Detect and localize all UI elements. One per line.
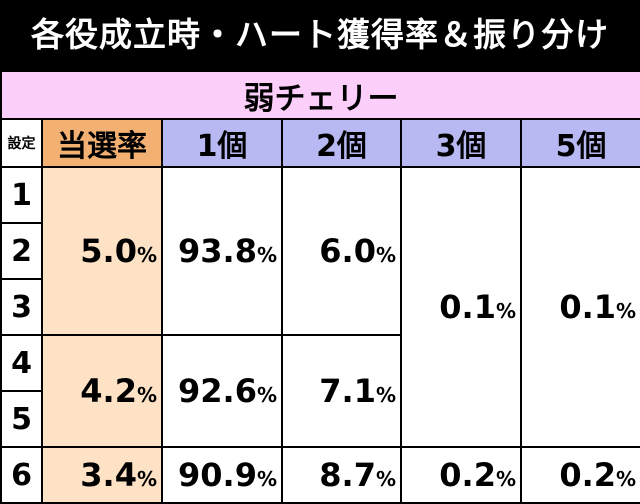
- percent-sign: %: [616, 299, 637, 323]
- count-1-cell: 90.9%: [161, 446, 283, 504]
- column-header-row: 設定 当選率 1個 2個 3個 5個: [0, 118, 640, 168]
- count-2-cell: 7.1%: [281, 334, 402, 448]
- count-1-cell: 93.8%: [161, 166, 283, 336]
- percent-sign: %: [375, 243, 396, 267]
- count-2-cell: 6.0%: [281, 166, 402, 336]
- percent-sign: %: [256, 467, 277, 491]
- role-header-row: 弱チェリー: [0, 70, 640, 120]
- rate-cell: 5.0%: [41, 166, 163, 336]
- count-5-cell: 0.1%: [519, 166, 640, 448]
- rate-cell: 4.2%: [41, 334, 163, 448]
- role-name: 弱チェリー: [0, 70, 640, 120]
- table-row: 6 3.4% 90.9% 8.7% 0.2% 0.2%: [0, 446, 640, 504]
- count-5-value: 0.1: [559, 288, 617, 326]
- setting-header: 設定: [0, 118, 43, 168]
- count-5-cell: 0.2%: [519, 446, 640, 504]
- count-2-value: 8.7: [319, 456, 376, 494]
- setting-cell: 3: [0, 278, 43, 336]
- rate-value: 5.0: [80, 232, 137, 270]
- table-row: 5: [0, 390, 640, 448]
- heart-rate-table: 弱チェリー 設定 当選率 1個 2個 3個 5個 1 5.0% 93.8% 6.…: [0, 70, 640, 504]
- count-1-value: 90.9: [178, 456, 257, 494]
- setting-cell: 4: [0, 334, 43, 392]
- setting-cell: 5: [0, 390, 43, 448]
- page-title: 各役成立時・ハート獲得率＆振り分け: [0, 0, 640, 70]
- count-5-value: 0.2: [559, 456, 617, 494]
- count-2-cell: 8.7%: [281, 446, 402, 504]
- percent-sign: %: [375, 383, 396, 407]
- setting-cell: 6: [0, 446, 43, 504]
- percent-sign: %: [495, 299, 516, 323]
- table-row: 4 4.2% 92.6% 7.1%: [0, 334, 640, 448]
- table-row: 1 5.0% 93.8% 6.0% 0.1% 0.1%: [0, 166, 640, 448]
- rate-value: 4.2: [80, 372, 137, 410]
- count-3-cell: 0.1%: [400, 166, 522, 448]
- count-1-header: 1個: [161, 118, 283, 168]
- setting-cell: 2: [0, 222, 43, 280]
- count-2-header: 2個: [281, 118, 402, 168]
- rate-header: 当選率: [41, 118, 163, 168]
- percent-sign: %: [256, 243, 277, 267]
- rate-cell: 3.4%: [41, 446, 163, 504]
- count-1-value: 93.8: [178, 232, 257, 270]
- count-3-header: 3個: [400, 118, 522, 168]
- count-2-value: 7.1: [319, 372, 376, 410]
- percent-sign: %: [256, 383, 277, 407]
- setting-cell: 1: [0, 166, 43, 224]
- count-5-header: 5個: [519, 118, 640, 168]
- count-2-value: 6.0: [319, 232, 376, 270]
- percent-sign: %: [136, 467, 157, 491]
- percent-sign: %: [616, 467, 637, 491]
- percent-sign: %: [375, 467, 396, 491]
- table-row: 3: [0, 278, 640, 336]
- table-row: 2: [0, 222, 640, 280]
- rate-value: 3.4: [80, 456, 137, 494]
- percent-sign: %: [136, 383, 157, 407]
- percent-sign: %: [136, 243, 157, 267]
- count-1-cell: 92.6%: [161, 334, 283, 448]
- count-3-value: 0.1: [439, 288, 496, 326]
- count-3-cell: 0.2%: [400, 446, 522, 504]
- count-1-value: 92.6: [178, 372, 257, 410]
- percent-sign: %: [495, 467, 516, 491]
- count-3-value: 0.2: [439, 456, 496, 494]
